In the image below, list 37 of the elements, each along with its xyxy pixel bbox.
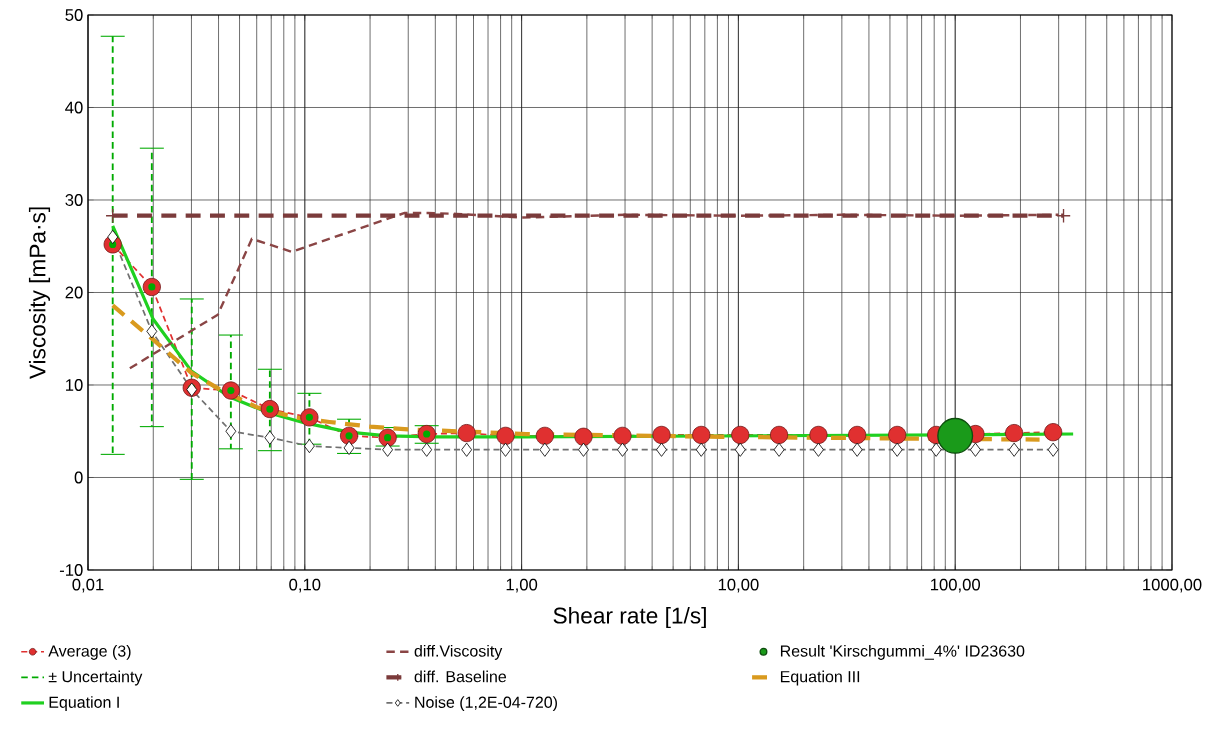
x-tick-label: 1000,00 [1143,578,1202,593]
point [652,425,671,444]
point [535,426,554,445]
legend-label: Noise (1,2E-04-720) [415,696,557,712]
point [769,425,789,444]
point [848,425,867,444]
y-tick-label: 50 [65,9,83,21]
point [1044,423,1063,442]
y-tick-label: 10 [66,379,83,391]
legend-label: Equation III [780,670,860,686]
point [731,425,750,444]
y-tick-label: 20 [65,286,83,299]
y-tick-label: 0 [74,471,83,484]
y-tick-label: 30 [65,194,83,206]
point [809,425,828,444]
legend-label: Result 'Kirschgummi_4%' ID23630 [780,644,1025,660]
point [1005,424,1024,443]
x-tick-label: 0,10 [289,578,321,593]
y-axis-title: Viscosity [mPa·s] [28,207,51,380]
x-tick-label: 100,00 [930,578,981,593]
point [888,425,907,444]
x-tick-label: 0,01 [72,578,104,593]
point [692,425,711,444]
y-tick-label: -10 [59,564,83,576]
legend-label: Average (3) [48,644,131,660]
point [457,424,476,443]
legend-label: ± Uncertainty [48,670,143,686]
legend-label: diff. Baseline [414,670,507,683]
x-tick-label: 1,00 [506,578,538,593]
x-tick-label: 10,00 [718,578,759,593]
point [574,427,593,446]
point [613,426,632,445]
legend-label: diff.Viscosity [414,644,503,660]
y-tick-label: 40 [65,101,83,114]
legend-label: Equation I [49,696,119,712]
point [496,426,515,445]
x-axis-title: Shear rate [1/s] [553,606,706,629]
